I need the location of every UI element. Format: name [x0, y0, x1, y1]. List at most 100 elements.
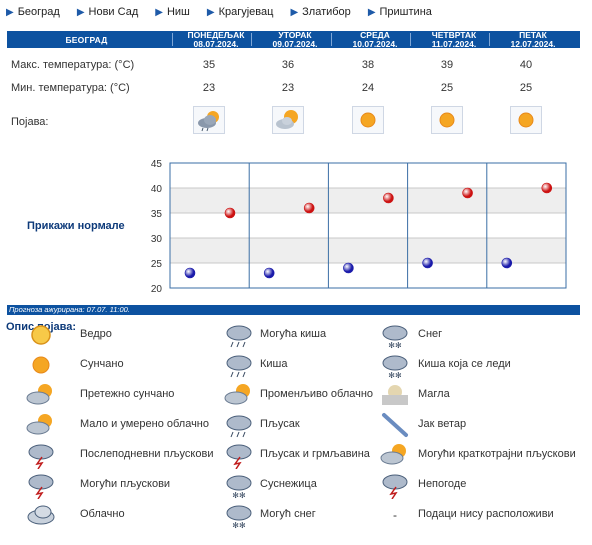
legend-label: Мало и умерено облачно: [80, 418, 210, 430]
y-tick-label: 30: [151, 234, 163, 245]
divider: [251, 33, 252, 46]
svg-text:✻✻: ✻✻: [232, 491, 246, 499]
y-tick-label: 20: [151, 284, 163, 295]
possible-rain-icon: [220, 321, 258, 349]
snow-icon: ✻✻: [376, 321, 414, 350]
max-temp-value: 36: [281, 59, 295, 71]
arrow-right-icon: ▶: [155, 6, 163, 18]
day-header: ПЕТАК 12.07.2024.: [510, 30, 556, 49]
arrow-right-icon: ▶: [290, 6, 299, 18]
possible-showers-icon: [22, 471, 60, 500]
max-temp-value: 35: [202, 59, 216, 71]
y-tick-label: 40: [151, 184, 163, 195]
grid-band: [170, 188, 566, 213]
legend-label: Подаци нису расположиви: [418, 508, 554, 520]
legend-label: Сунчано: [80, 358, 124, 370]
legend-label: Непогоде: [418, 478, 467, 490]
min-temp-point: [422, 257, 433, 269]
day-header: СРЕДА 10.07.2024.: [352, 30, 398, 49]
rain-icon: [220, 351, 258, 379]
arrow-right-icon: ▶: [76, 6, 85, 18]
y-tick-label: 35: [151, 209, 163, 220]
city-nav: ▶ Београд ▶ Нови Сад ▶ Ниш ▶ Крагујевац ▶ Зла…: [6, 5, 449, 19]
legend-label: Јак ветар: [418, 418, 467, 430]
legend-label: Могућа киша: [260, 328, 327, 340]
brief-showers-icon: [376, 441, 414, 469]
partly-cloudy-icon: [22, 411, 60, 439]
show-normals-link[interactable]: Прикажи нормале: [27, 220, 125, 232]
legend-label: Киша која се леди: [418, 358, 511, 370]
legend-label: Киша: [260, 358, 288, 370]
sunny-icon: [510, 106, 542, 134]
legend-label: Претежно сунчано: [80, 388, 175, 400]
max-temp-point: [541, 182, 553, 194]
divider: [410, 33, 411, 46]
min-temp-point: [501, 257, 513, 269]
no-data-icon: -: [376, 501, 414, 529]
svg-text:✻✻: ✻✻: [388, 341, 402, 349]
possible-snow-icon: ✻✻: [220, 501, 258, 530]
nav-link-nis[interactable]: ▶ Ниш: [155, 6, 190, 18]
clear-sky-icon: [22, 321, 60, 349]
nav-link-beograd[interactable]: ▶ Београд: [6, 6, 60, 18]
legend-label: Могућ снег: [260, 508, 316, 520]
fog-icon: [376, 381, 414, 409]
min-temp-point: [343, 262, 354, 274]
svg-text:✻✻: ✻✻: [232, 521, 246, 529]
thunderstorm-icon: [220, 441, 258, 470]
strong-wind-icon: [376, 411, 414, 439]
grid-band: [170, 238, 566, 263]
cloudy-icon: [22, 501, 60, 529]
min-temp-value: 25: [519, 82, 533, 94]
freezing-rain-icon: ✻✻: [376, 351, 414, 380]
max-temp-point: [303, 202, 315, 214]
sleet-icon: ✻✻: [220, 471, 258, 500]
max-temp-point: [462, 187, 473, 199]
svg-text:✻✻: ✻✻: [388, 371, 402, 379]
max-temp-point: [383, 192, 394, 204]
min-temp-value: 24: [361, 82, 375, 94]
legend-label: Пљусак: [260, 418, 300, 430]
arrow-right-icon: ▶: [6, 6, 14, 18]
max-temp-value: 38: [361, 59, 375, 71]
max-temp-value: 39: [440, 59, 454, 71]
forecast-header: БЕОГРАД ПОНЕДЕЉАК 08.07.2024. УТОРАК 09.07…: [7, 31, 580, 48]
min-temp-label: Мин. температура: (°C): [11, 82, 130, 94]
city-name: БЕОГРАД: [65, 35, 108, 45]
y-tick-label: 25: [151, 259, 163, 270]
nav-link-novi-sad[interactable]: ▶ Нови Сад: [76, 6, 139, 18]
phenomenon-label: Појава:: [11, 116, 49, 128]
sunny-icon: [431, 106, 463, 134]
variable-cloudy-icon: [220, 381, 258, 409]
legend-label: Могући краткотрајни пљускови: [418, 448, 576, 460]
sunny-icon: [22, 351, 60, 379]
mostly-sunny-icon: [272, 106, 304, 134]
mostly-sunny-icon: [22, 381, 60, 409]
divider: [331, 33, 332, 46]
nav-link-kragujevac[interactable]: ▶ Крагујевац: [206, 6, 274, 18]
min-temp-value: 25: [440, 82, 454, 94]
day-header: ЧЕТВРТАК 11.07.2024.: [431, 30, 477, 49]
sunny-icon: [352, 106, 384, 134]
day-header: ПОНЕДЕЉАК 08.07.2024.: [187, 30, 245, 49]
nav-link-pristina[interactable]: ▶ Приштина: [367, 6, 432, 18]
afternoon-showers-icon: [22, 441, 60, 470]
partly-cloudy-rain-icon: [193, 106, 225, 134]
legend-label: Магла: [418, 388, 450, 400]
legend-label: Могући пљускови: [80, 478, 171, 490]
legend-label: Послеподневни пљускови: [80, 448, 214, 460]
divider: [172, 33, 173, 46]
legend-label: Ведро: [80, 328, 112, 340]
dash-symbol: -: [393, 508, 397, 522]
max-temp-label: Макс. температура: (°C): [11, 59, 135, 71]
legend-label: Снег: [418, 328, 443, 340]
min-temp-value: 23: [202, 82, 216, 94]
legend-label: Пљусак и грмљавина: [260, 448, 370, 460]
min-temp-point: [263, 267, 275, 279]
legend-label: Облачно: [80, 508, 125, 520]
legend-label: Суснежица: [260, 478, 317, 490]
showers-icon: [220, 411, 258, 439]
y-tick-label: 45: [151, 159, 163, 170]
nav-link-zlatibor[interactable]: ▶ Златибор: [290, 6, 351, 18]
min-temp-point: [184, 267, 196, 279]
